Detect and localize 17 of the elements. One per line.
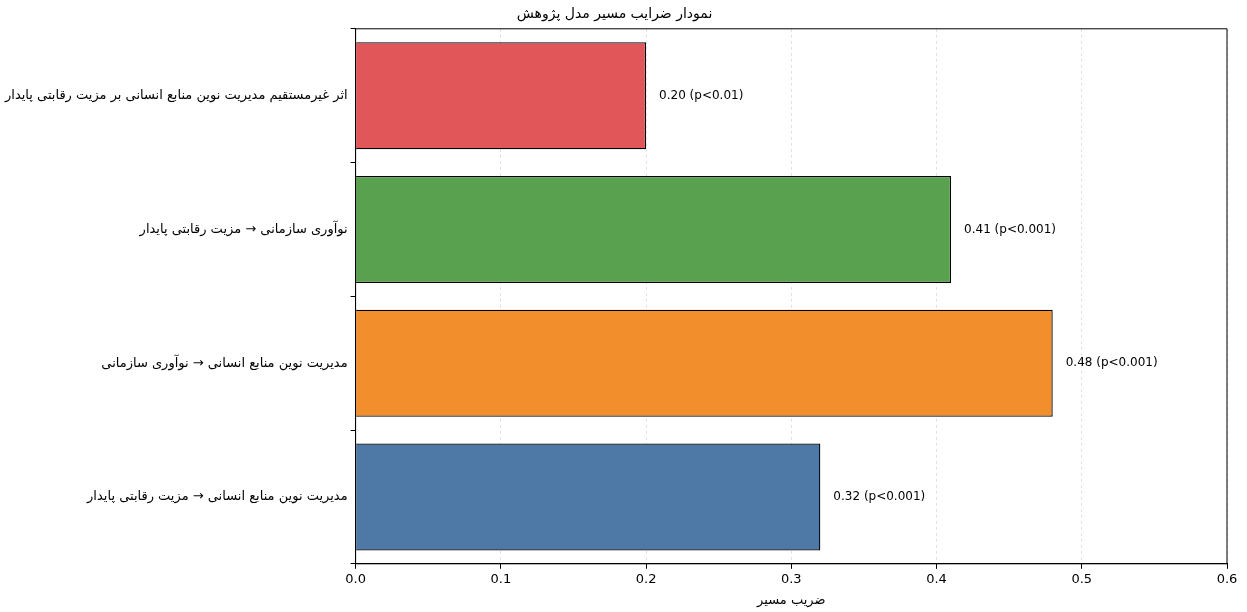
x-tick-label: 0.5 — [1071, 570, 1093, 586]
data-label: 0.48 (p<0.001) — [1065, 355, 1158, 370]
chart-title: نمودار ضرایب مسیر مدل پژوهش — [516, 5, 713, 23]
x-tick-label: 0.6 — [1216, 570, 1238, 586]
x-tick-label: 0.1 — [490, 570, 512, 586]
data-label: 0.20 (p<0.01) — [659, 87, 744, 102]
y-tick-label: نوآوری سازمانی → مزیت رقابتی پایدار — [138, 219, 348, 237]
x-axis-title: ضریب مسیر — [756, 591, 826, 608]
data-label: 0.41 (p<0.001) — [964, 221, 1056, 236]
x-tick-label: 0.2 — [635, 570, 657, 586]
y-tick-label: اثر غیرمستقیم مدیریت نوین منابع انسانی بر مزیت رقابتی پایدار — [4, 87, 348, 104]
data-label: 0.32 (p<0.001) — [833, 489, 926, 504]
y-tick-label: مدیریت نوین منابع انسانی → نوآوری سازمانی — [101, 353, 348, 371]
y-tick-label: مدیریت نوین منابع انسانی → مزیت رقابتی پایدار — [86, 488, 348, 505]
x-tick-label: 0.4 — [926, 570, 947, 586]
x-tick-label: 0.0 — [345, 570, 366, 586]
x-tick-label: 0.3 — [780, 570, 802, 586]
